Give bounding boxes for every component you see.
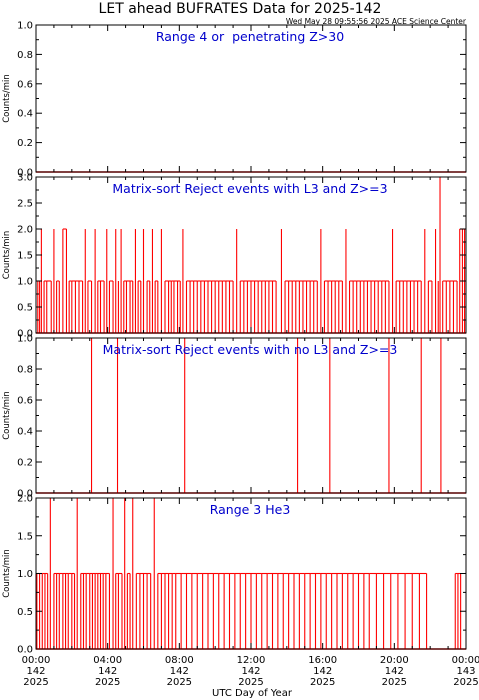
y-tick-label: 0.4 — [17, 109, 33, 120]
y-tick-label: 2.5 — [17, 199, 33, 210]
y-axis-label: Counts/min — [2, 549, 12, 598]
y-tick-label: 0.5 — [17, 303, 33, 314]
x-tick-label-year: 2025 — [382, 677, 407, 688]
y-tick-label: 3.0 — [17, 173, 33, 184]
x-tick-label-year: 2025 — [310, 677, 335, 688]
y-tick-label: 0.0 — [17, 329, 33, 340]
figure-title: LET ahead BUFRATES Data for 2025-142 — [99, 1, 382, 17]
x-tick-label-year: 2025 — [23, 677, 48, 688]
y-tick-label: 0.6 — [17, 396, 33, 407]
panels: 0.0 0.2 0.4 0.6 0.8 1.0 Counts/min Range 4 or p… — [2, 21, 467, 656]
panel-title: Matrix-sort Reject events with L3 and Z>… — [112, 181, 387, 196]
x-tick-label-doy: 142 — [26, 666, 45, 677]
panel-2: 0.0 0.5 1.0 1.5 2.0 2.5 3.0 Counts/min Matrix-so… — [2, 173, 467, 340]
panel-1: 0.0 0.2 0.4 0.6 0.8 1.0 Counts/min Range 4 or p… — [2, 21, 467, 179]
y-tick-label: 0.0 — [17, 489, 33, 500]
timestamp: Wed May 28 09:55:56 2025 ACE Science Cen… — [286, 17, 467, 26]
y-axis-label: Counts/min — [2, 231, 12, 280]
x-tick-label-time: 00:00 — [22, 655, 51, 666]
x-tick-label-doy: 142 — [385, 666, 404, 677]
x-tick-label-time: 16:00 — [308, 655, 337, 666]
y-tick-label: 0.4 — [17, 427, 33, 438]
x-tick-label-doy: 142 — [313, 666, 332, 677]
x-tick-label-doy: 143 — [456, 666, 475, 677]
y-tick-label: 0.0 — [17, 168, 33, 179]
y-tick-label: 2.0 — [17, 225, 33, 236]
panel-title: Range 3 He3 — [210, 502, 291, 517]
panel-frame — [35, 337, 467, 494]
y-tick-label: 2.0 — [17, 494, 33, 505]
x-tick-label-year: 2025 — [238, 677, 263, 688]
y-tick-label: 1.0 — [17, 569, 33, 580]
y-axis-label: Counts/min — [2, 391, 12, 440]
x-axis-label: UTC Day of Year — [212, 688, 293, 699]
x-tick-label-time: 12:00 — [237, 655, 266, 666]
y-tick-label: 0.6 — [17, 79, 33, 90]
y-tick-label: 1.0 — [17, 277, 33, 288]
y-tick-label: 1.0 — [17, 334, 33, 345]
y-tick-label: 0.0 — [17, 645, 33, 656]
x-tick-label-time: 20:00 — [380, 655, 409, 666]
x-tick-label-time: 00:00 — [452, 655, 479, 666]
x-tick-label-doy: 142 — [98, 666, 117, 677]
panel-frame — [35, 24, 467, 173]
y-tick-label: 0.2 — [17, 138, 33, 149]
panel-title: Matrix-sort Reject events with no L3 and… — [103, 342, 398, 357]
x-tick-label-year: 2025 — [95, 677, 120, 688]
y-tick-label: 1.5 — [17, 251, 33, 262]
x-tick-label-time: 08:00 — [165, 655, 194, 666]
y-tick-label: 0.5 — [17, 607, 33, 618]
y-tick-label: 0.8 — [17, 365, 33, 376]
x-tick-label-year: 2025 — [167, 677, 192, 688]
panel-4: 0.0 0.5 1.0 1.5 2.0 Counts/min Range 3 He3 — [2, 494, 467, 656]
x-tick-label-doy: 142 — [241, 666, 260, 677]
x-tick-label-doy: 142 — [170, 666, 189, 677]
y-tick-label: 1.0 — [17, 21, 33, 32]
panel-3: 0.0 0.2 0.4 0.6 0.8 1.0 Counts/min Matrix-sort … — [2, 334, 467, 500]
x-axis: 00:00142202504:00142202508:00142202512:0… — [22, 655, 479, 688]
x-tick-label-year: 2025 — [453, 677, 478, 688]
y-tick-label: 0.2 — [17, 458, 33, 469]
y-tick-label: 0.8 — [17, 50, 33, 61]
y-tick-label: 1.5 — [17, 531, 33, 542]
y-axis-label: Counts/min — [2, 74, 12, 123]
x-tick-label-time: 04:00 — [93, 655, 122, 666]
panel-title: Range 4 or penetrating Z>30 — [156, 29, 344, 44]
